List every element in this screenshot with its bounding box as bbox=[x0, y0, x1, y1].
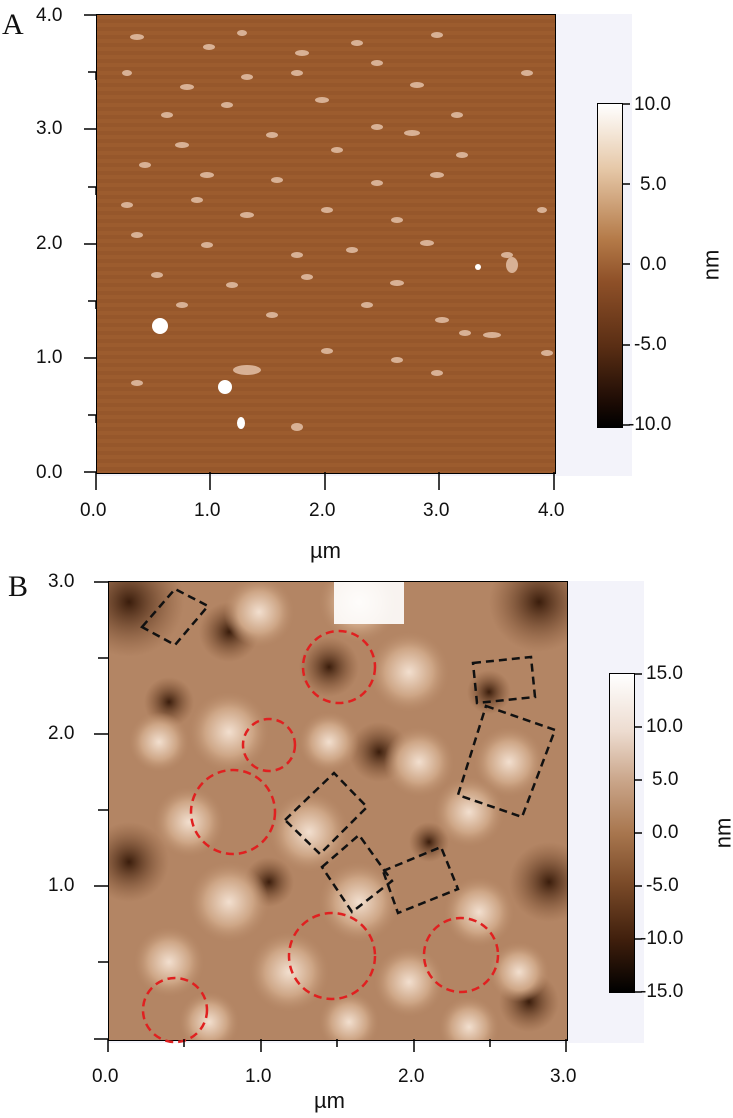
panel-b-cb-tick-1: 10.0 bbox=[646, 716, 683, 737]
panel-a-y-tick-4: 4.0 bbox=[36, 5, 63, 26]
panel-b-cb-tick-4: -5.0 bbox=[646, 875, 679, 896]
panel-b-x-unit: µm bbox=[314, 1088, 346, 1113]
panel-a-label: A bbox=[2, 8, 24, 41]
panel-a-x-tick-1: 1.0 bbox=[194, 500, 221, 521]
panel-a-cb-tick-3: -5.0 bbox=[634, 334, 667, 355]
panel-a-x-tick-0: 0.0 bbox=[80, 500, 107, 521]
panel-b-cb-unit: nm bbox=[710, 817, 733, 849]
afm-image-a bbox=[96, 14, 556, 474]
panel-b-colorbar bbox=[609, 673, 635, 993]
panel-a-y-tick-2: 2.0 bbox=[36, 233, 63, 254]
panel-a-cb-tick-1: 5.0 bbox=[640, 174, 667, 195]
panel-a-y-tick-3: 3.0 bbox=[36, 118, 63, 139]
panel-b-x-tick-2: 2.0 bbox=[398, 1066, 425, 1087]
panel-b-cb-tick-5: -10.0 bbox=[640, 928, 684, 949]
panel-a-cb-tick-4: -10.0 bbox=[628, 414, 672, 435]
panel-b-cb-tick-0: 15.0 bbox=[646, 663, 683, 684]
panel-a-cb-tick-2: 0.0 bbox=[640, 254, 667, 275]
panel-b-cb-tick-6: -15.0 bbox=[640, 981, 684, 1002]
panel-a-y-tick-1: 1.0 bbox=[36, 347, 63, 368]
panel-b-cb-tick-2: 5.0 bbox=[652, 769, 679, 790]
panel-b-y-tick-2: 2.0 bbox=[48, 723, 75, 744]
panel-b-label: B bbox=[8, 570, 29, 603]
panel-a-x-tick-4: 4.0 bbox=[538, 500, 565, 521]
panel-b-y-tick-3: 3.0 bbox=[48, 571, 75, 592]
panel-b-cb-tick-3: 0.0 bbox=[652, 822, 679, 843]
panel-a-y-tick-0: 0.0 bbox=[36, 462, 63, 483]
panel-a-x-unit: µm bbox=[310, 538, 342, 563]
panel-b-x-tick-1: 1.0 bbox=[245, 1066, 272, 1087]
panel-a-x-tick-2: 2.0 bbox=[309, 500, 336, 521]
panel-a-cb-tick-0: 10.0 bbox=[634, 94, 671, 115]
panel-b-x-tick-0: 0.0 bbox=[92, 1066, 119, 1087]
afm-image-b bbox=[108, 581, 568, 1041]
panel-a-colorbar bbox=[597, 103, 623, 428]
panel-a-x-tick-3: 3.0 bbox=[423, 500, 450, 521]
panel-b-x-tick-3: 3.0 bbox=[550, 1066, 577, 1087]
panel-b-y-tick-1: 1.0 bbox=[48, 875, 75, 896]
